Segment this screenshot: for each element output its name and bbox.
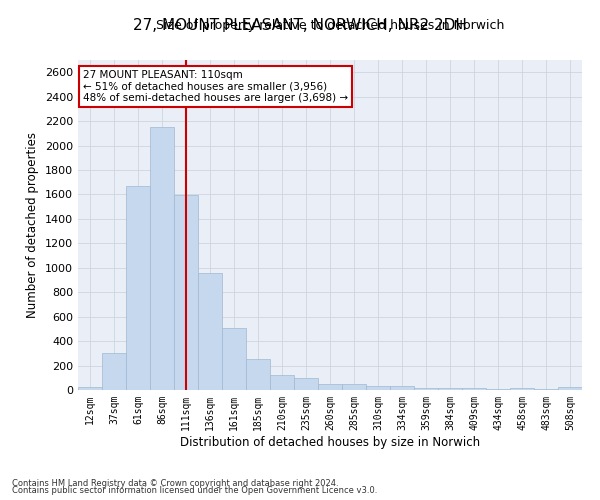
Text: Contains public sector information licensed under the Open Government Licence v3: Contains public sector information licen… [12,486,377,495]
Bar [318,384,342,390]
Bar [198,272,222,390]
X-axis label: Distribution of detached houses by size in Norwich: Distribution of detached houses by size … [180,436,480,448]
Bar [486,389,510,390]
Text: 27 MOUNT PLEASANT: 110sqm
← 51% of detached houses are smaller (3,956)
48% of se: 27 MOUNT PLEASANT: 110sqm ← 51% of detac… [83,70,348,103]
Bar [534,389,558,390]
Bar [558,387,582,390]
Bar [462,388,486,390]
Bar [342,384,366,390]
Bar [438,388,462,390]
Bar [150,127,174,390]
Bar [174,195,198,390]
Bar [102,354,126,390]
Bar [366,386,390,390]
Bar [510,388,534,390]
Bar [126,186,150,390]
Title: Size of property relative to detached houses in Norwich: Size of property relative to detached ho… [156,20,504,32]
Bar [414,388,438,390]
Text: Contains HM Land Registry data © Crown copyright and database right 2024.: Contains HM Land Registry data © Crown c… [12,478,338,488]
Bar [78,387,102,390]
Bar [390,386,414,390]
Bar [246,360,270,390]
Bar [294,378,318,390]
Bar [222,328,246,390]
Y-axis label: Number of detached properties: Number of detached properties [26,132,40,318]
Text: 27, MOUNT PLEASANT, NORWICH, NR2 2DH: 27, MOUNT PLEASANT, NORWICH, NR2 2DH [133,18,467,32]
Bar [270,376,294,390]
